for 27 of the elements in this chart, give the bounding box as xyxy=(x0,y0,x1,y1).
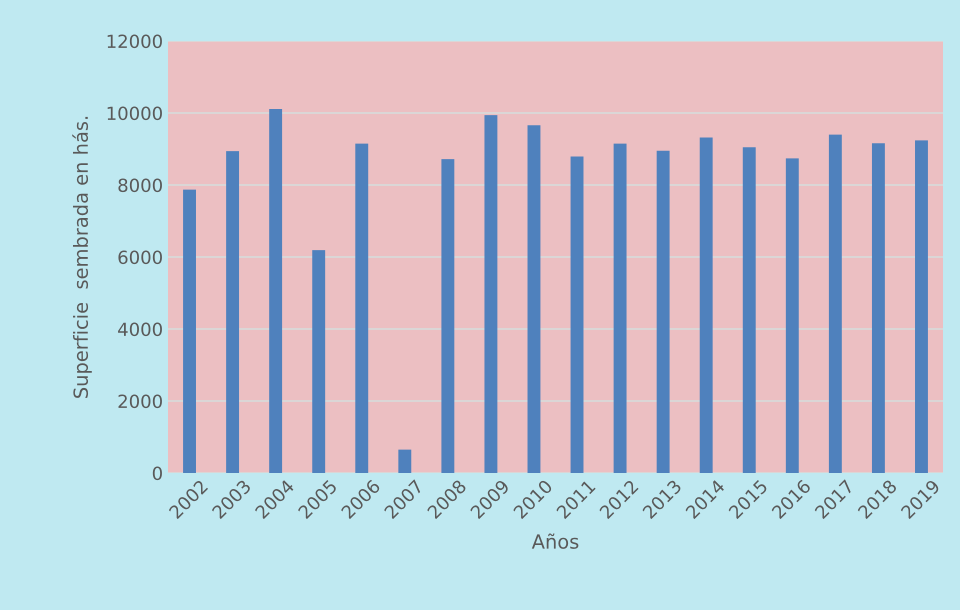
bar xyxy=(570,156,584,473)
bar xyxy=(269,109,282,473)
y-tick-label: 2000 xyxy=(118,394,162,408)
bar xyxy=(700,137,713,473)
bar xyxy=(398,450,412,473)
bar xyxy=(915,140,928,473)
y-tick-label: 10000 xyxy=(108,106,162,120)
bar xyxy=(828,134,842,473)
bar xyxy=(786,158,799,473)
bar xyxy=(226,151,240,473)
y-tick-label: 6000 xyxy=(118,250,162,264)
y-tick-label: 0 xyxy=(152,466,162,480)
bar xyxy=(441,159,454,473)
bar xyxy=(742,147,756,473)
bar xyxy=(312,250,326,473)
bar xyxy=(614,144,627,473)
bar xyxy=(528,125,540,473)
y-tick-label: 4000 xyxy=(118,322,162,336)
bar xyxy=(872,143,885,473)
bar xyxy=(183,190,196,473)
bar xyxy=(656,150,670,473)
y-tick-label: 12000 xyxy=(108,34,162,48)
x-axis-title: Años xyxy=(532,533,578,549)
y-axis-title: Superficie sembrada en hás. xyxy=(72,116,92,398)
bar xyxy=(355,144,368,473)
y-tick-label: 8000 xyxy=(118,178,162,192)
bar xyxy=(484,115,498,473)
